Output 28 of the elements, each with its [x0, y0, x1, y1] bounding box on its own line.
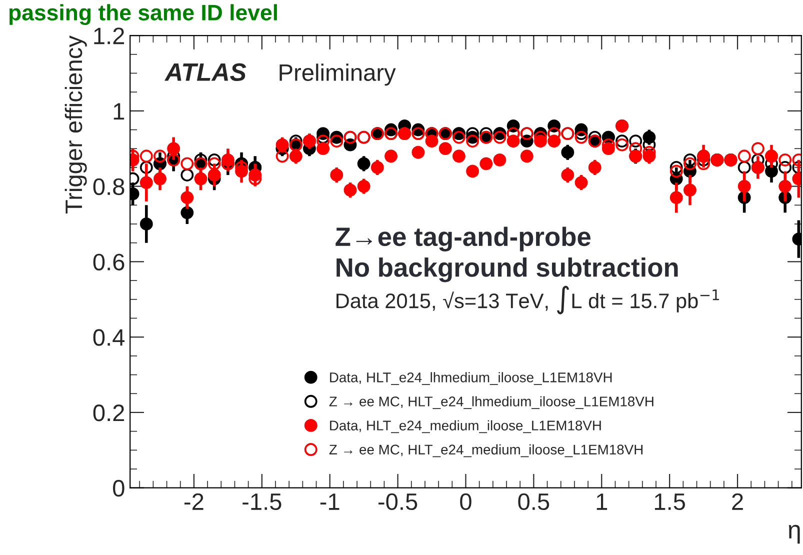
- x-tick-label: -1: [320, 494, 340, 510]
- x-tick-label: 2: [732, 493, 743, 510]
- y-tick-label: 0.8: [93, 178, 124, 196]
- x-tick-label: -1.5: [242, 494, 282, 510]
- y-tick-label: 1: [114, 103, 124, 120]
- x-axis-title: η: [788, 524, 800, 544]
- x-tick-label: 0: [460, 493, 472, 510]
- annotation: Preliminary: [280, 64, 396, 86]
- x-tick-label: -0.5: [378, 493, 418, 510]
- y-tick-label: 0.2: [93, 404, 124, 422]
- y-tick-label: 1.2: [94, 28, 124, 44]
- x-tick-label: 0.5: [518, 493, 550, 510]
- chart-title: passing the same ID level: [9, 4, 277, 25]
- annotation: Data 2015, √s=13 TeV, ∫L dt = 15.7 pb$^{−1}$: [336, 286, 720, 314]
- x-tick-label: -2: [184, 493, 204, 510]
- y-axis-title: Trigger efficiency: [64, 36, 87, 214]
- y-tick-label: 0.4: [93, 329, 125, 346]
- annotation: Z→ee tag-and-probe: [336, 226, 591, 252]
- annotation: No background subtraction: [336, 257, 678, 282]
- legend-label: Data, HLT_e24_medium_iloose_L1EM18VH: [330, 420, 601, 434]
- legend-label: Z → ee MC, HLT_e24_lhmedium_iloose_L1EM18VH: [329, 396, 654, 410]
- y-tick-label: 0: [113, 480, 124, 497]
- y-tick-label: 0.6: [93, 254, 124, 270]
- x-tick-label: 1.5: [654, 494, 685, 510]
- x-tick-label: 1: [596, 494, 608, 510]
- legend-label: Z → ee MC, HLT_e24_medium_iloose_L1EM18VH: [329, 444, 642, 458]
- legend-label: Data, HLT_e24_lhmedium_iloose_L1EM18VH: [330, 372, 612, 385]
- annotation: ATLAS: [164, 63, 246, 81]
